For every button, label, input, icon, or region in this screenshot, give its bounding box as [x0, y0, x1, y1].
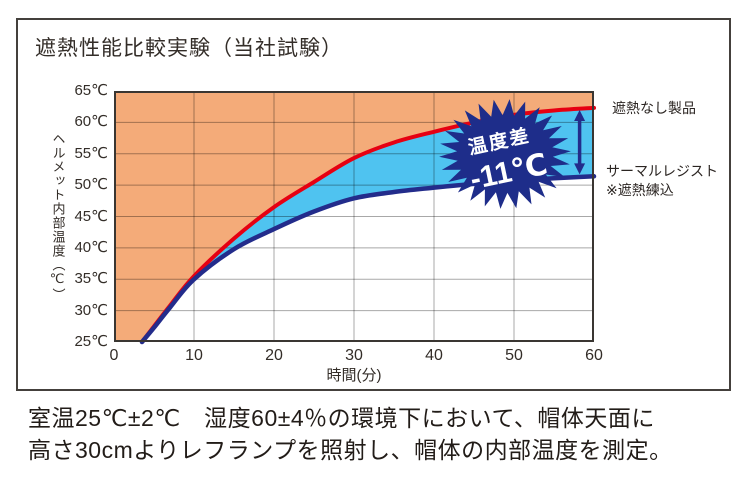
y-tick-label: 35℃: [74, 270, 108, 288]
legend-label-thermal-resist: サーマルレジスト ※遮熱練込: [606, 162, 718, 200]
chart-panel: 遮熱性能比較実験（当社試験） ヘルメット内部温度（℃） 65℃ 60℃ 55℃ 50℃…: [16, 18, 731, 391]
y-tick-label: 30℃: [74, 301, 108, 319]
fill-below-thermal-curve: [142, 176, 594, 342]
caption-line2: 高さ30cmよりレフランプを照射し、帽体の内部温度を測定。: [28, 437, 673, 463]
y-tick-label: 60℃: [74, 113, 108, 131]
legend-label-thermal-resist-line1: サーマルレジスト: [606, 163, 718, 179]
y-tick-label: 25℃: [74, 333, 108, 350]
x-tick-label: 60: [585, 347, 603, 364]
difference-arrow-head-bottom: [574, 163, 586, 175]
x-axis-ticks: 0 10 20 30 40 50 60: [94, 347, 614, 365]
y-tick-label: 65℃: [74, 82, 108, 99]
x-tick-label: 40: [425, 347, 443, 364]
legend-label-no-shield: 遮熱なし製品: [612, 100, 696, 116]
difference-arrow-head-top: [574, 109, 586, 121]
chart-title: 遮熱性能比較実験（当社試験）: [35, 37, 343, 60]
legend-label-thermal-resist-line2: ※遮熱練込: [606, 182, 674, 198]
chart-canvas: 温度差-11℃: [114, 91, 597, 345]
caption-line1: 室温25℃±2℃ 湿度60±4％の環境下において、帽体天面に: [28, 405, 655, 431]
x-tick-label: 10: [185, 347, 203, 364]
y-tick-label: 50℃: [74, 176, 108, 194]
x-tick-label: 30: [345, 347, 363, 364]
experiment-conditions-caption: 室温25℃±2℃ 湿度60±4％の環境下において、帽体天面に 高さ30cmよりレ…: [28, 402, 673, 466]
temperature-chart: 温度差 -11℃: [114, 91, 597, 345]
y-tick-label: 40℃: [74, 238, 108, 256]
x-tick-label: 0: [109, 347, 119, 364]
plot-border: [114, 91, 594, 342]
x-axis-title: 時間(分): [326, 367, 382, 384]
y-axis-ticks: 65℃ 60℃ 55℃ 50℃ 45℃ 40℃ 35℃ 30℃ 25℃: [56, 83, 108, 350]
y-tick-label: 45℃: [74, 207, 108, 225]
temperature-difference-badge: [439, 99, 571, 209]
x-tick-label: 50: [505, 347, 523, 364]
y-axis-title: ヘルメット内部温度（℃）: [50, 131, 66, 302]
x-tick-label: 20: [265, 347, 283, 364]
y-tick-label: 55℃: [74, 144, 108, 162]
